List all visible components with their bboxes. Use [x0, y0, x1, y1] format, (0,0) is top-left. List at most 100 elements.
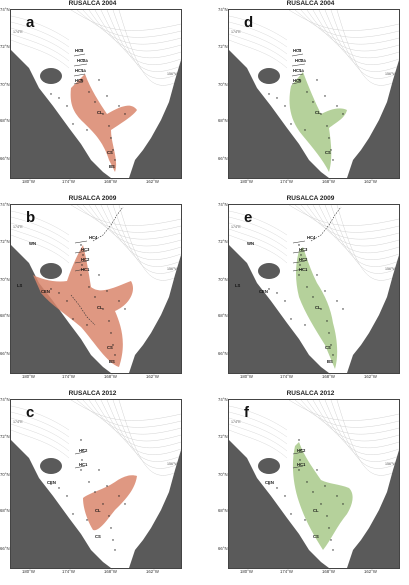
- x-tick-label: 180°W: [240, 179, 253, 184]
- bathymetry-contour: [76, 205, 181, 233]
- station-dot: [332, 354, 334, 356]
- station-dot: [306, 286, 308, 288]
- station-dot: [88, 286, 90, 288]
- station-label-hc2a: HC2a: [77, 58, 88, 63]
- x-tick-label: 180°W: [240, 374, 253, 379]
- bathymetry-contour: [330, 205, 399, 274]
- panel-title: RUSALCA 2012: [286, 390, 335, 397]
- y-tick-label: 68°N: [0, 118, 10, 123]
- map-svg: [11, 205, 181, 373]
- station-dot: [124, 308, 126, 310]
- bathymetry-contour: [118, 10, 181, 86]
- bathymetry-contour: [229, 405, 288, 431]
- station-dot: [290, 123, 292, 125]
- bathymetry-contour: [70, 400, 181, 421]
- station-dot: [328, 137, 330, 139]
- station-dot: [306, 91, 308, 93]
- station-dot: [50, 288, 52, 290]
- station-dot: [320, 308, 322, 310]
- station-label-hc3: HC3: [75, 48, 84, 53]
- y-tick-label: 74°N: [0, 202, 10, 207]
- station-dot: [110, 527, 112, 529]
- station-dot: [290, 318, 292, 320]
- y-tick-label: 66°N: [218, 546, 228, 551]
- grid-label-156w: 156°W: [385, 72, 396, 76]
- bathymetry-contour: [294, 400, 399, 428]
- bathymetry-contour: [229, 15, 288, 41]
- bathymetry-contour: [11, 222, 70, 250]
- station-label-cs: CS: [325, 150, 331, 155]
- station-dot: [94, 101, 96, 103]
- station-dot: [98, 79, 100, 81]
- station-dot: [268, 483, 270, 485]
- grid-label-174e: 174°E: [231, 225, 241, 229]
- station-dot: [102, 503, 104, 505]
- station-dot: [110, 332, 112, 334]
- grid-label-156w: 156°W: [385, 267, 396, 271]
- panel-letter: a: [26, 14, 35, 31]
- x-tick-label: 162°W: [364, 179, 377, 184]
- map-svg: [229, 10, 399, 178]
- bathymetry-contour: [94, 205, 181, 254]
- bathymetry-contour: [294, 10, 399, 38]
- bathymetry-contour: [11, 39, 70, 69]
- x-tick-label: 174°W: [280, 179, 293, 184]
- bathymetry-contour: [88, 205, 181, 247]
- bathymetry-contour: [118, 205, 181, 281]
- station-label-hc4: HC4: [89, 235, 98, 240]
- station-dot: [108, 515, 110, 517]
- panel-letter: c: [26, 404, 35, 421]
- bathymetry-contour: [288, 10, 399, 31]
- bathymetry-contour: [11, 411, 70, 438]
- station-dot: [316, 469, 318, 471]
- y-tick-label: 66°N: [218, 156, 228, 161]
- station-dot: [298, 79, 300, 81]
- station-label-cs: CS: [95, 534, 101, 539]
- station-label-cl: CL: [97, 110, 103, 115]
- station-dot: [124, 113, 126, 115]
- y-tick-label: 72°N: [0, 434, 10, 439]
- bathymetry-contour: [294, 205, 399, 233]
- station-dot: [66, 300, 68, 302]
- grid-label-174e: 174°E: [13, 420, 23, 424]
- station-dot: [72, 513, 74, 515]
- y-tick-label: 68°N: [218, 508, 228, 513]
- station-label-hc1: HC1: [79, 462, 88, 467]
- x-tick-label: 162°W: [146, 374, 159, 379]
- y-tick-label: 72°N: [0, 44, 10, 49]
- station-label-cen: CEN: [47, 480, 56, 485]
- station-dot: [316, 274, 318, 276]
- station-dot: [86, 129, 88, 131]
- y-tick-label: 72°N: [218, 434, 228, 439]
- bathymetry-contour: [312, 205, 399, 254]
- y-tick-label: 70°N: [0, 82, 10, 87]
- station-dot: [80, 79, 82, 81]
- station-dot: [98, 469, 100, 471]
- y-tick-label: 68°N: [218, 313, 228, 318]
- station-dot: [300, 59, 302, 61]
- station-dot: [114, 354, 116, 356]
- bathymetry-contour: [229, 411, 288, 438]
- bathymetry-contour: [229, 39, 288, 69]
- station-dot: [298, 49, 300, 51]
- x-tick-label: 168°W: [322, 374, 335, 379]
- x-tick-label: 168°W: [104, 374, 117, 379]
- station-dot: [106, 290, 108, 292]
- panel-title: RUSALCA 2004: [68, 0, 117, 7]
- panel-title: RUSALCA 2009: [68, 195, 117, 202]
- station-dot: [102, 308, 104, 310]
- station-dot: [284, 300, 286, 302]
- y-tick-label: 68°N: [0, 508, 10, 513]
- station-label-hc2: HC2: [79, 448, 88, 453]
- y-tick-label: 70°N: [0, 472, 10, 477]
- bathymetry-contour: [76, 400, 181, 428]
- grid-label-156w: 156°W: [167, 267, 178, 271]
- station-label-hc1a: HC1a: [75, 68, 86, 73]
- station-dot: [58, 487, 60, 489]
- y-tick-label: 74°N: [0, 397, 10, 402]
- y-tick-label: 70°N: [0, 277, 10, 282]
- station-dot: [299, 459, 301, 461]
- station-dot: [312, 491, 314, 493]
- water-mass-region: [292, 442, 353, 550]
- y-tick-label: 66°N: [0, 156, 10, 161]
